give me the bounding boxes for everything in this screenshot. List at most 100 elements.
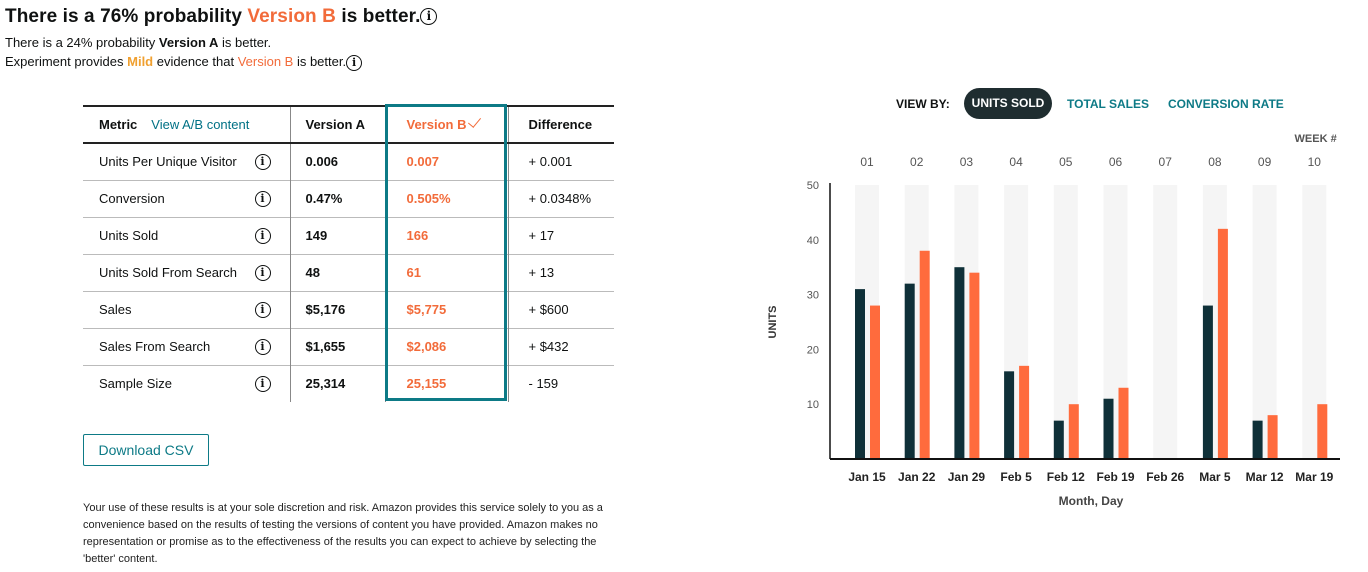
version-a-value: 25,314 [290,365,386,402]
table-row: Sales From Search i $1,655 $2,086 + $432 [83,328,614,365]
view-by-units-sold-button[interactable]: UNITS SOLD [964,88,1052,119]
view-ab-content-link[interactable]: View A/B content [151,117,250,132]
evidence-version-b: Version B [237,54,294,69]
x-tick-label: Mar 12 [1246,470,1284,484]
evidence-statement: Experiment provides Mild evidence that V… [5,54,363,71]
metric-label: Sales From Search [99,339,211,354]
version-a-value: 48 [290,254,386,291]
version-a-probability: There is a 24% probability Version A is … [5,35,271,50]
version-b-value: 61 [406,265,421,280]
version-b-value: 25,155 [406,376,447,392]
week-tick-label: 10 [1308,155,1322,169]
version-a-bar [1053,420,1064,459]
week-tick-label: 09 [1258,155,1272,169]
column-header-version-a: Version A [290,106,386,143]
info-icon[interactable]: i [254,264,271,281]
view-by-conversion-rate-button[interactable]: CONVERSION RATE [1168,97,1284,111]
view-by-total-sales-button[interactable]: TOTAL SALES [1067,97,1150,111]
evidence-text-end: is better. [293,54,347,69]
metric-label: Sample Size [99,376,172,392]
table-body: Units Per Unique Visitor i 0.006 0.007 + 0.0… [83,143,614,402]
table-header-row: Metric View A/B content Version A Version… [83,106,614,143]
version-a-value: $1,655 [290,328,386,365]
difference-value: + 0.001 [507,143,614,180]
x-tick-label: Mar 5 [1199,470,1231,484]
table-row: Sales i $5,176 $5,775 + $600 [83,291,614,328]
x-tick-label: Mar 19 [1295,470,1333,484]
column-header-difference: Difference [507,106,614,143]
week-tick-label: 06 [1109,155,1123,169]
sub-text-end: is better. [218,35,272,50]
metric-cell: Units Sold i [83,217,291,254]
x-axis-label: Month, Day [1059,494,1124,508]
version-b-bar [1267,415,1278,459]
version-b-bar [919,250,930,459]
version-a-bar [954,267,965,459]
metric-label: Conversion [99,191,165,206]
week-band [1252,185,1277,459]
metric-cell: Units Sold From Search i [83,254,291,291]
info-icon[interactable]: i [254,301,271,318]
metric-cell: Sample Size i [83,365,291,402]
difference-value: - 159 [507,365,614,402]
metric-label: Units Sold From Search [99,265,237,280]
y-tick-label: 10 [807,399,819,411]
info-icon[interactable]: i [254,153,271,170]
version-a-bar [855,289,865,459]
difference-value: + 13 [507,254,614,291]
info-icon[interactable]: i [346,54,363,71]
version-b-bar [1217,228,1228,459]
difference-value: + 0.0348% [507,180,614,217]
x-tick-label: Jan 22 [898,470,936,484]
version-a-value: $5,176 [290,291,386,328]
version-b-value: 166 [406,228,429,243]
info-icon[interactable]: i [254,227,271,244]
view-by-label: VIEW BY: [896,97,950,111]
info-icon[interactable]: i [254,338,271,355]
y-tick-label: 40 [807,235,819,247]
table-row: Conversion i 0.47% 0.505% + 0.0348% [83,180,614,217]
difference-value: + $600 [507,291,614,328]
info-icon[interactable]: i [254,190,271,207]
disclaimer-text: Your use of these results is at your sol… [83,502,603,565]
version-b-value: $5,775 [406,302,447,317]
metric-cell: Conversion i [83,180,291,217]
table-row: Sample Size i 25,314 25,155 - 159 [83,365,614,402]
version-a-value: 0.47% [290,180,386,217]
column-header-version-b: Version B [385,106,508,143]
info-icon[interactable]: i [420,8,438,26]
version-b-bar [870,305,880,459]
week-tick-label: 04 [1009,155,1023,169]
evidence-text: Experiment provides [5,54,128,69]
x-tick-label: Feb 19 [1096,470,1134,484]
metric-label: Units Sold [99,228,159,243]
table-row: Units Sold From Search i 48 61 + 13 [83,254,614,291]
y-axis-label: UNITS [767,306,779,339]
table-row: Units Sold i 149 166 + 17 [83,217,614,254]
version-b-value: 0.505% [406,191,451,206]
check-icon [468,114,482,128]
version-a-label: Version A [158,35,219,50]
week-tick-label: 03 [960,155,974,169]
download-csv-button[interactable]: Download CSV [83,434,209,466]
headline-text-end: is better. [335,6,421,27]
evidence-strength: Mild [127,54,154,69]
version-b-bar [1118,387,1129,459]
version-a-bar [1202,305,1213,459]
table-row: Units Per Unique Visitor i 0.006 0.007 + 0.0… [83,143,614,180]
version-a-bar [904,283,915,459]
column-header-metric: Metric View A/B content [83,106,291,143]
metric-cell: Sales i [83,291,291,328]
metric-label: Sales [99,302,132,317]
x-tick-label: Jan 29 [948,470,986,484]
metric-cell: Units Per Unique Visitor i [83,143,291,180]
info-icon[interactable]: i [254,375,271,392]
headline-version-b: Version B [247,6,336,27]
difference-value: + $432 [507,328,614,365]
x-tick-label: Feb 5 [1000,470,1032,484]
version-a-bar [1252,420,1263,459]
metric-cell: Sales From Search i [83,328,291,365]
version-a-bar [1103,398,1114,459]
week-tick-label: 05 [1059,155,1073,169]
x-tick-label: Feb 26 [1146,470,1184,484]
